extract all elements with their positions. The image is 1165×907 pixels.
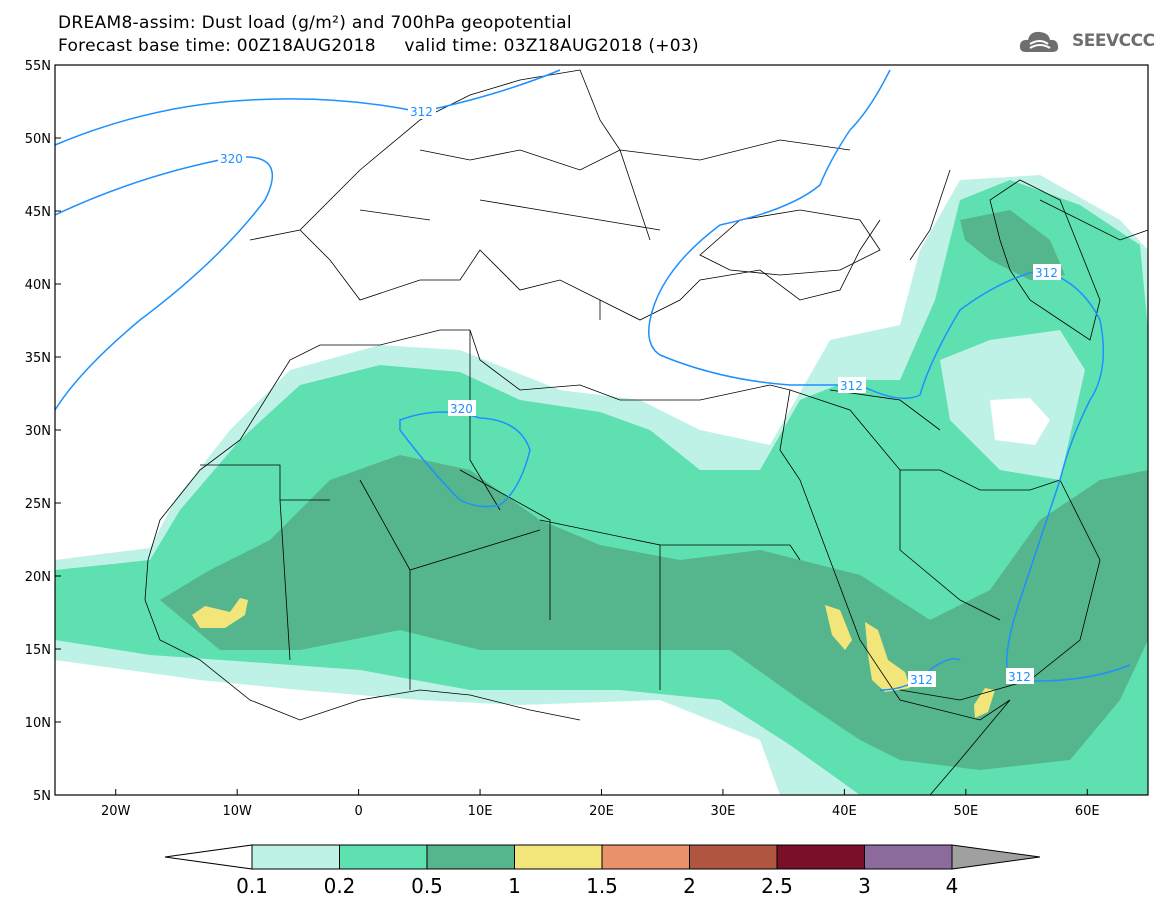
lat-tick-label: 45N (25, 205, 51, 220)
longitude-axis: 20W 10W 0 10E 20E 30E 40E 50E 60E (101, 789, 1100, 819)
lon-tick-label: 60E (1075, 804, 1100, 819)
lat-tick-label: 10N (25, 716, 51, 731)
contour-labels: 312 320 320 312 312 312 312 (218, 103, 1061, 687)
caspian-coast (989, 179, 1101, 341)
colorbar-high-arrow (951, 844, 1041, 870)
contour-label-box (838, 377, 866, 393)
contour-label: 312 (1035, 266, 1058, 280)
contour-label: 320 (220, 152, 243, 166)
contour-label-box (908, 671, 936, 687)
colorbar-cell (689, 844, 778, 870)
dust-gap (990, 398, 1050, 445)
cloud-icon (1019, 31, 1059, 52)
middle-east-borders (829, 169, 1148, 621)
contour-312-east (648, 69, 1131, 682)
lat-tick-label: 35N (25, 351, 51, 366)
contour-312-yemen (879, 658, 961, 691)
africa-coastline (147, 329, 1011, 795)
lon-tick-label: 0 (354, 804, 362, 819)
colorbar-label: 0.2 (324, 874, 356, 898)
colorbar: 0.1 0.2 0.5 1 1.5 2 2.5 3 4 (164, 844, 1041, 898)
latitude-axis: 55N 50N 45N 40N 35N 30N 25N 20N 15N 10N 5N (25, 59, 61, 804)
dust-level-1 (192, 598, 248, 628)
colorbar-cell (426, 844, 515, 870)
dust-level-0.5 (160, 455, 1148, 770)
colorbar-cell (251, 844, 340, 870)
dust-level-0.5 (960, 210, 1065, 280)
lat-tick-label: 25N (25, 497, 51, 512)
dust-level-1 (974, 688, 995, 718)
colorbar-label: 1.5 (586, 874, 618, 898)
colorbar-cell (776, 844, 865, 870)
lat-tick-label: 50N (25, 132, 51, 147)
dust-field (55, 175, 1148, 795)
lat-tick-label: 55N (25, 59, 51, 74)
africa-west-coast (144, 559, 581, 721)
african-borders (200, 300, 801, 690)
seevccc-logo: SEEVCCC (1018, 24, 1155, 58)
contour-label: 312 (1008, 670, 1031, 684)
black-sea-coast (699, 209, 881, 276)
dust-level-1 (825, 605, 852, 650)
dust-level-1 (865, 622, 910, 692)
colorbar-low-arrow (164, 844, 253, 870)
colorbar-label: 3 (858, 874, 871, 898)
lon-tick-label: 20E (589, 804, 614, 819)
map-title: DREAM8-assim: Dust load (g/m²) and 700hP… (58, 13, 572, 33)
contour-label-box (1006, 668, 1034, 684)
colorbar-label: 1 (508, 874, 521, 898)
colorbar-label: 4 (946, 874, 959, 898)
lat-tick-label: 5N (33, 789, 51, 804)
europe-coastline (249, 69, 881, 321)
contour-label-box (1033, 264, 1061, 280)
colorbar-label: 0.5 (411, 874, 443, 898)
colorbar-cell (514, 844, 603, 870)
contour-label: 320 (450, 402, 473, 416)
contour-label-box (408, 103, 436, 119)
contour-label: 312 (410, 105, 433, 119)
lat-tick-label: 40N (25, 278, 51, 293)
colorbar-cell (864, 844, 953, 870)
contour-label-box (218, 150, 246, 166)
lon-tick-label: 50E (953, 804, 978, 819)
european-borders (359, 69, 851, 241)
colorbar-label: 2 (683, 874, 696, 898)
map-subtitle: Forecast base time: 00Z18AUG2018 valid t… (58, 36, 699, 56)
colorbar-label: 0.1 (236, 874, 268, 898)
contour-312-north (55, 69, 561, 146)
country-borders (144, 69, 1148, 795)
colorbar-cell (601, 844, 690, 870)
contour-label: 312 (910, 673, 933, 687)
contour-label-box (448, 400, 476, 416)
lon-tick-label: 10E (468, 804, 493, 819)
logo-text: SEEVCCC (1072, 31, 1155, 51)
lat-tick-label: 30N (25, 424, 51, 439)
colorbar-label: 2.5 (761, 874, 793, 898)
contour-label: 312 (840, 379, 863, 393)
geopotential-contours (55, 69, 1131, 691)
lon-tick-label: 40E (832, 804, 857, 819)
contour-320-west (55, 156, 274, 411)
lon-tick-label: 30E (711, 804, 736, 819)
lon-tick-label: 10W (222, 804, 252, 819)
lat-tick-label: 20N (25, 570, 51, 585)
lon-tick-label: 20W (101, 804, 131, 819)
lat-tick-label: 15N (25, 643, 51, 658)
colorbar-cell (339, 844, 428, 870)
